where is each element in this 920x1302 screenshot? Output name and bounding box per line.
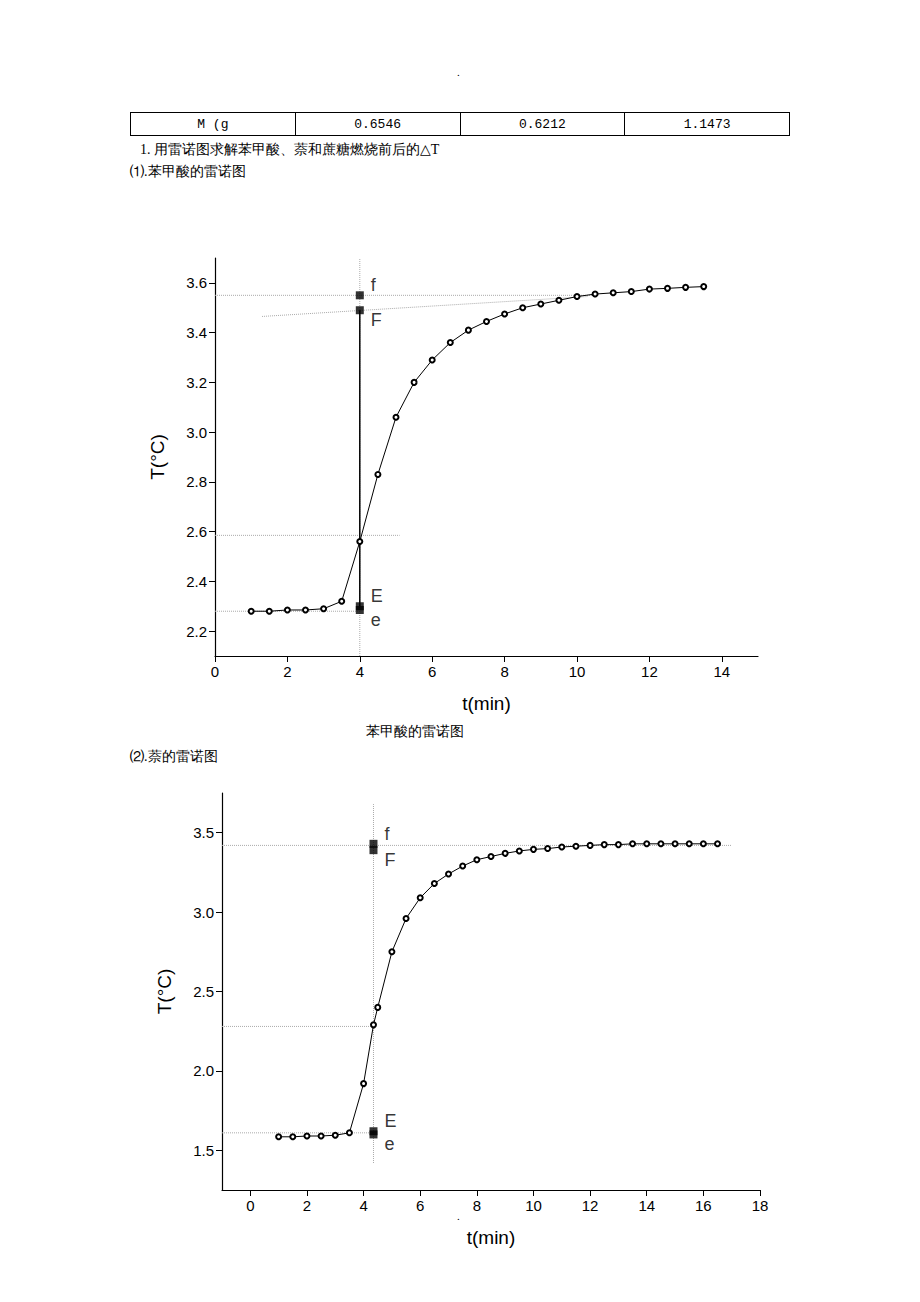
svg-text:f: f [371, 275, 377, 295]
svg-text:10: 10 [525, 1197, 542, 1214]
html-text:1.1473: 1.1473 [683, 116, 731, 132]
svg-text:3.4: 3.4 [186, 324, 207, 341]
svg-text:3.6: 3.6 [186, 274, 207, 291]
svg-text:2.2: 2.2 [186, 623, 207, 640]
svg-text:14: 14 [638, 1197, 655, 1214]
svg-text:2.6: 2.6 [186, 523, 207, 540]
svg-text:e: e [384, 1134, 394, 1154]
html-text:苯甲酸的雷诺图: 苯甲酸的雷诺图 [366, 724, 464, 739]
svg-text:t(min): t(min) [462, 693, 511, 714]
svg-text:e: e [371, 610, 381, 630]
svg-text:0: 0 [246, 1197, 254, 1214]
svg-text:1.5: 1.5 [193, 1142, 214, 1159]
svg-text:2.0: 2.0 [193, 1062, 214, 1079]
html-text:⑴.苯甲酸的雷诺图: ⑴.苯甲酸的雷诺图 [130, 164, 246, 179]
svg-text:2.4: 2.4 [186, 573, 207, 590]
svg-text:4: 4 [356, 663, 364, 680]
svg-text:14: 14 [713, 663, 730, 680]
html-text:0.6212: 0.6212 [519, 116, 566, 132]
svg-text:4: 4 [359, 1197, 367, 1214]
svg-text:12: 12 [582, 1197, 599, 1214]
svg-text:f: f [384, 824, 390, 844]
svg-text:2: 2 [283, 663, 291, 680]
svg-text:F: F [371, 310, 382, 330]
svg-text:3.5: 3.5 [193, 824, 214, 841]
html-text:⑵.萘的雷诺图: ⑵.萘的雷诺图 [130, 749, 218, 764]
svg-text:12: 12 [641, 663, 658, 680]
svg-text:6: 6 [428, 663, 436, 680]
svg-text:E: E [371, 586, 383, 606]
svg-text:0: 0 [211, 663, 219, 680]
svg-text:2.8: 2.8 [186, 473, 207, 490]
svg-text:10: 10 [569, 663, 586, 680]
html-text:0.6546: 0.6546 [354, 116, 401, 132]
svg-text:3.0: 3.0 [193, 904, 214, 921]
svg-text:T(°C): T(°C) [147, 434, 168, 480]
svg-text:2.5: 2.5 [193, 983, 214, 1000]
svg-text:F: F [384, 850, 395, 870]
svg-text:8: 8 [500, 663, 508, 680]
svg-text:6: 6 [416, 1197, 424, 1214]
svg-text:2: 2 [303, 1197, 311, 1214]
svg-text:8: 8 [473, 1197, 481, 1214]
html-text:M (g: M (g [197, 116, 229, 132]
svg-text:3.2: 3.2 [186, 374, 207, 391]
svg-text:3.0: 3.0 [186, 424, 207, 441]
svg-text:T(°C): T(°C) [154, 969, 175, 1015]
html-text:1. 用雷诺图求解苯甲酸、萘和蔗糖燃烧前后的△T: 1. 用雷诺图求解苯甲酸、萘和蔗糖燃烧前后的△T [140, 142, 440, 157]
svg-text:t(min): t(min) [467, 1227, 516, 1248]
svg-text:E: E [384, 1111, 396, 1131]
svg-text:16: 16 [695, 1197, 712, 1214]
svg-text:18: 18 [752, 1197, 769, 1214]
